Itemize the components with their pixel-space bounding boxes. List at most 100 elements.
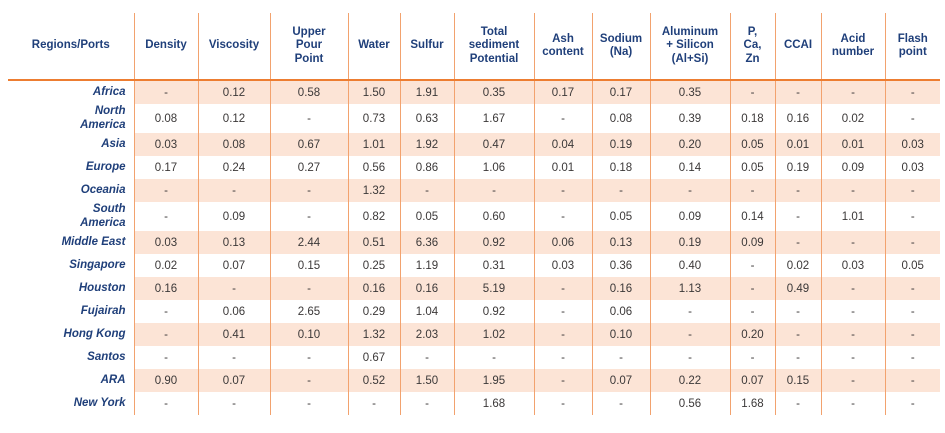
table-cell: 6.36 xyxy=(399,231,454,254)
table-cell: - xyxy=(884,202,940,231)
table-cell: - xyxy=(884,323,940,346)
column-header: Sodium (Na) xyxy=(591,13,650,81)
table-cell: 0.19 xyxy=(774,156,821,179)
table-cell: 0.17 xyxy=(133,156,198,179)
table-cell: 0.07 xyxy=(197,369,270,392)
table-cell: 0.14 xyxy=(649,156,730,179)
table-cell: 0.05 xyxy=(591,202,650,231)
table-cell: 0.03 xyxy=(133,231,198,254)
table-cell: 0.05 xyxy=(729,156,775,179)
table-cell: 0.03 xyxy=(133,133,198,156)
table-cell: - xyxy=(133,80,198,104)
table-cell: 1.50 xyxy=(399,369,454,392)
table-cell: 1.01 xyxy=(820,202,885,231)
table-cell: - xyxy=(399,392,454,415)
region-label: Houston xyxy=(8,277,134,300)
table-cell: 1.02 xyxy=(453,323,534,346)
table-cell: - xyxy=(774,202,821,231)
table-cell: 0.27 xyxy=(269,156,348,179)
table-cell: 0.58 xyxy=(269,80,348,104)
table-cell: 0.04 xyxy=(533,133,592,156)
table-cell: 0.39 xyxy=(649,104,730,133)
table-cell: - xyxy=(820,323,885,346)
table-cell: - xyxy=(729,179,775,202)
table-row: Europe 0.17 0.24 0.27 0.56 0.86 1.06 0.01 0.18 0.… xyxy=(8,156,940,179)
table-cell: - xyxy=(133,346,198,369)
column-header: Ash content xyxy=(533,13,592,81)
table-cell: - xyxy=(729,254,775,277)
table-cell: 0.47 xyxy=(453,133,534,156)
table-cell: 0.24 xyxy=(197,156,270,179)
table-cell: - xyxy=(133,179,198,202)
table-cell: 0.09 xyxy=(729,231,775,254)
table-cell: - xyxy=(269,202,348,231)
table-cell: 0.09 xyxy=(820,156,885,179)
table-cell: 0.67 xyxy=(269,133,348,156)
table-cell: 0.08 xyxy=(133,104,198,133)
table-cell: - xyxy=(347,392,400,415)
table-cell: 0.29 xyxy=(347,300,400,323)
region-label: Hong Kong xyxy=(8,323,134,346)
region-label: Europe xyxy=(8,156,134,179)
header-row: Regions/Ports Density Viscosity Upper Pour … xyxy=(8,13,940,81)
table-cell: 0.52 xyxy=(347,369,400,392)
table-cell: 1.92 xyxy=(399,133,454,156)
table-cell: 0.08 xyxy=(197,133,270,156)
table-cell: - xyxy=(591,392,650,415)
table-cell: - xyxy=(820,80,885,104)
column-header: Acid number xyxy=(820,13,885,81)
table-cell: 0.09 xyxy=(649,202,730,231)
table-cell: 0.19 xyxy=(649,231,730,254)
table-cell: - xyxy=(774,346,821,369)
table-cell: - xyxy=(269,104,348,133)
region-label: Singapore xyxy=(8,254,134,277)
table-row: Singapore 0.02 0.07 0.15 0.25 1.19 0.31 0.03 0.3… xyxy=(8,254,940,277)
table-cell: 2.65 xyxy=(269,300,348,323)
table-cell: 0.07 xyxy=(729,369,775,392)
table-cell: - xyxy=(591,179,650,202)
column-header: P, Ca, Zn xyxy=(729,13,775,81)
table-cell: 0.18 xyxy=(591,156,650,179)
table-cell: 0.86 xyxy=(399,156,454,179)
table-cell: 0.56 xyxy=(649,392,730,415)
table-cell: - xyxy=(820,277,885,300)
region-label: Asia xyxy=(8,133,134,156)
table-cell: 0.20 xyxy=(729,323,775,346)
table-cell: 0.14 xyxy=(729,202,775,231)
table-cell: - xyxy=(197,179,270,202)
table-cell: - xyxy=(197,346,270,369)
table-cell: 0.13 xyxy=(591,231,650,254)
table-cell: 0.22 xyxy=(649,369,730,392)
table-cell: 0.08 xyxy=(591,104,650,133)
table-cell: 0.40 xyxy=(649,254,730,277)
table-cell: - xyxy=(197,277,270,300)
table-cell: 0.06 xyxy=(533,231,592,254)
table-cell: 0.02 xyxy=(774,254,821,277)
table-cell: 0.35 xyxy=(453,80,534,104)
table-cell: - xyxy=(884,104,940,133)
table-cell: 0.18 xyxy=(729,104,775,133)
table-cell: - xyxy=(133,300,198,323)
table-cell: - xyxy=(649,346,730,369)
table-row: Africa -0.12 0.58 1.50 1.91 0.35 0.17 0.17 0.35-… xyxy=(8,80,940,104)
table-cell: 0.03 xyxy=(884,133,940,156)
column-header: Total sediment Potential xyxy=(453,13,534,81)
table-cell: 0.05 xyxy=(884,254,940,277)
table-cell: 0.01 xyxy=(820,133,885,156)
table-cell: 0.16 xyxy=(774,104,821,133)
table-cell: - xyxy=(533,369,592,392)
table-cell: 0.16 xyxy=(399,277,454,300)
table-cell: - xyxy=(533,392,592,415)
table-cell: 0.20 xyxy=(649,133,730,156)
table-cell: 0.03 xyxy=(884,156,940,179)
table-cell: 1.01 xyxy=(347,133,400,156)
column-header: Upper Pour Point xyxy=(269,13,348,81)
table-cell: 0.19 xyxy=(591,133,650,156)
table-cell: 0.73 xyxy=(347,104,400,133)
table-cell: 0.17 xyxy=(533,80,592,104)
table-cell: 0.82 xyxy=(347,202,400,231)
table-cell: - xyxy=(774,323,821,346)
region-label: Africa xyxy=(8,80,134,104)
table-cell: 1.32 xyxy=(347,323,400,346)
table-cell: - xyxy=(729,300,775,323)
